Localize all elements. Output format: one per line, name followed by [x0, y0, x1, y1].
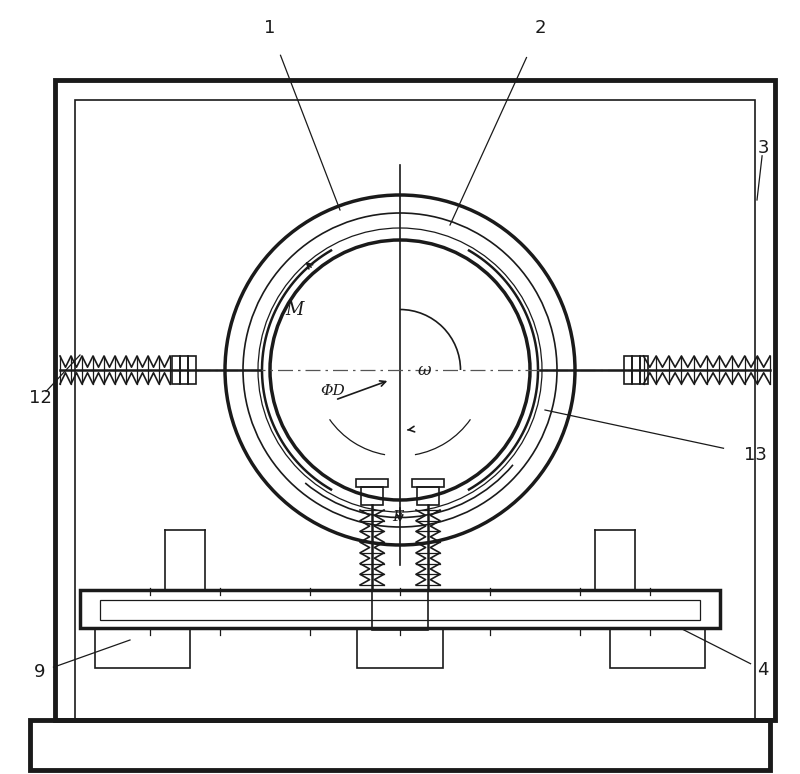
Text: ΦD: ΦD	[320, 384, 345, 398]
Text: 9: 9	[34, 663, 46, 681]
Bar	[361, 487, 383, 505]
Text: 2: 2	[534, 19, 546, 37]
Bar	[172, 356, 180, 384]
Bar	[412, 479, 444, 487]
Text: 3: 3	[758, 139, 769, 157]
Bar	[623, 356, 631, 384]
Text: 4: 4	[758, 661, 769, 679]
Text: 12: 12	[29, 389, 51, 407]
Bar	[372, 590, 428, 630]
Bar	[357, 628, 443, 668]
Bar	[631, 356, 639, 384]
Bar	[55, 80, 775, 720]
Bar	[95, 628, 190, 668]
Text: F: F	[392, 510, 402, 524]
Text: 1: 1	[264, 19, 276, 37]
Text: 13: 13	[743, 446, 766, 464]
Bar	[180, 356, 188, 384]
Bar	[75, 100, 755, 720]
Text: M: M	[285, 301, 303, 319]
Bar	[417, 487, 439, 505]
Bar	[80, 590, 720, 628]
Bar	[639, 356, 647, 384]
Bar	[30, 720, 770, 770]
Bar	[100, 600, 700, 620]
Bar	[610, 628, 705, 668]
Bar	[188, 356, 196, 384]
Text: ω: ω	[418, 362, 431, 379]
Bar	[356, 479, 388, 487]
